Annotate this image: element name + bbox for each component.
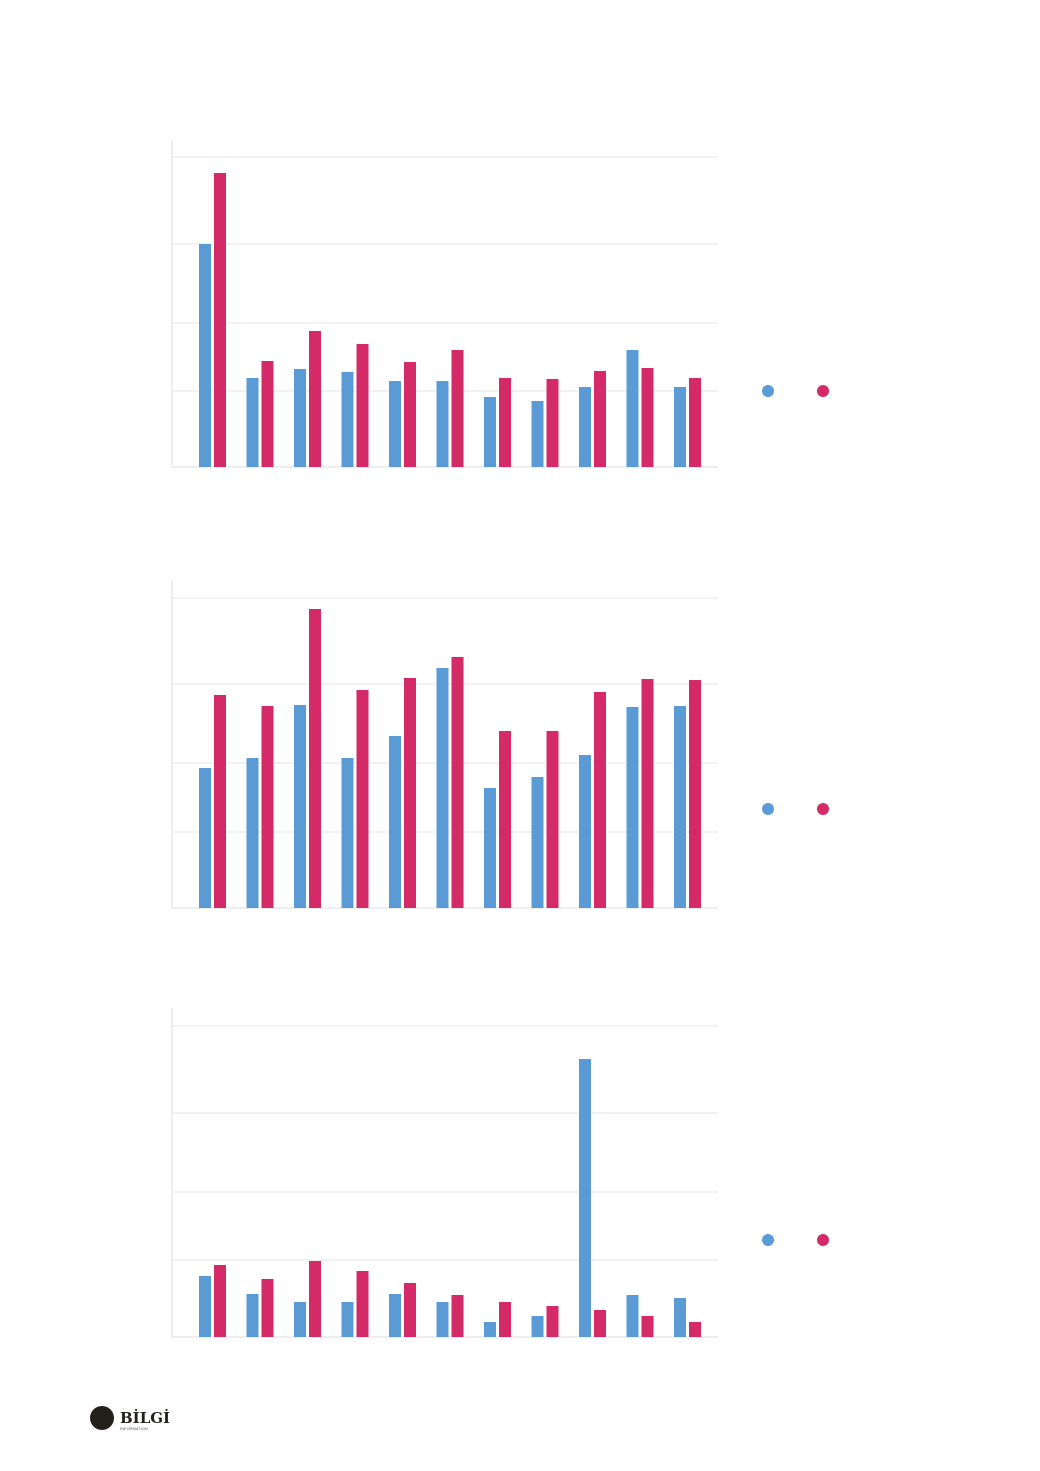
bar [499,378,511,467]
bar [214,1265,226,1337]
bar [531,401,544,467]
bar [294,1302,306,1337]
bar [294,369,306,467]
bar [261,706,274,908]
legend-dot [762,385,774,397]
bar [484,397,496,467]
bar [404,678,416,908]
bar [674,387,686,467]
bar [641,368,654,467]
bar [341,1302,354,1337]
bar [294,705,306,908]
bar [484,788,496,908]
bar [674,706,686,908]
bar [641,679,654,908]
legend-dot [762,1234,774,1246]
bar [389,1294,401,1337]
bar [389,736,401,908]
bar [689,378,701,467]
bar [626,1295,639,1337]
bar [689,680,701,908]
bar [531,1316,544,1337]
bar [389,381,401,467]
logo: BİLGİ [120,1408,170,1427]
bar [451,1295,464,1337]
bar [404,1283,416,1337]
bar [674,1298,686,1337]
bar [309,609,321,908]
bar [246,758,259,908]
bar [546,1306,559,1337]
bar [436,1302,449,1337]
bar [436,381,449,467]
bar [436,668,449,908]
legend-dot [817,803,829,815]
bar [499,1302,511,1337]
bar [341,758,354,908]
bar [579,1059,591,1337]
bar [579,387,591,467]
tagline: INFORMATION [120,1426,148,1431]
bar [594,1310,606,1337]
bar [689,1322,701,1337]
bar [261,1279,274,1337]
bar [546,731,559,908]
bar [199,768,211,908]
bar [451,350,464,467]
bar [594,692,606,908]
bar [451,657,464,908]
bar [309,1261,321,1337]
bar [199,1276,211,1337]
bar [356,690,369,908]
bar [579,755,591,908]
legend-dot [762,803,774,815]
bar [356,1271,369,1337]
bar [404,362,416,467]
bar [214,173,226,467]
bar [626,707,639,908]
bar [626,350,639,467]
bar [261,361,274,467]
bar [309,331,321,467]
bar [641,1316,654,1337]
bar [246,1294,259,1337]
legend-dot [817,1234,829,1246]
bar [341,372,354,467]
legend-dot [817,385,829,397]
bar [199,244,211,467]
bar [356,344,369,467]
bar [546,379,559,467]
bar [531,777,544,908]
bar [214,695,226,908]
bar [594,371,606,467]
bar [484,1322,496,1337]
bar [499,731,511,908]
logo-mark [90,1406,114,1430]
bar [246,378,259,467]
